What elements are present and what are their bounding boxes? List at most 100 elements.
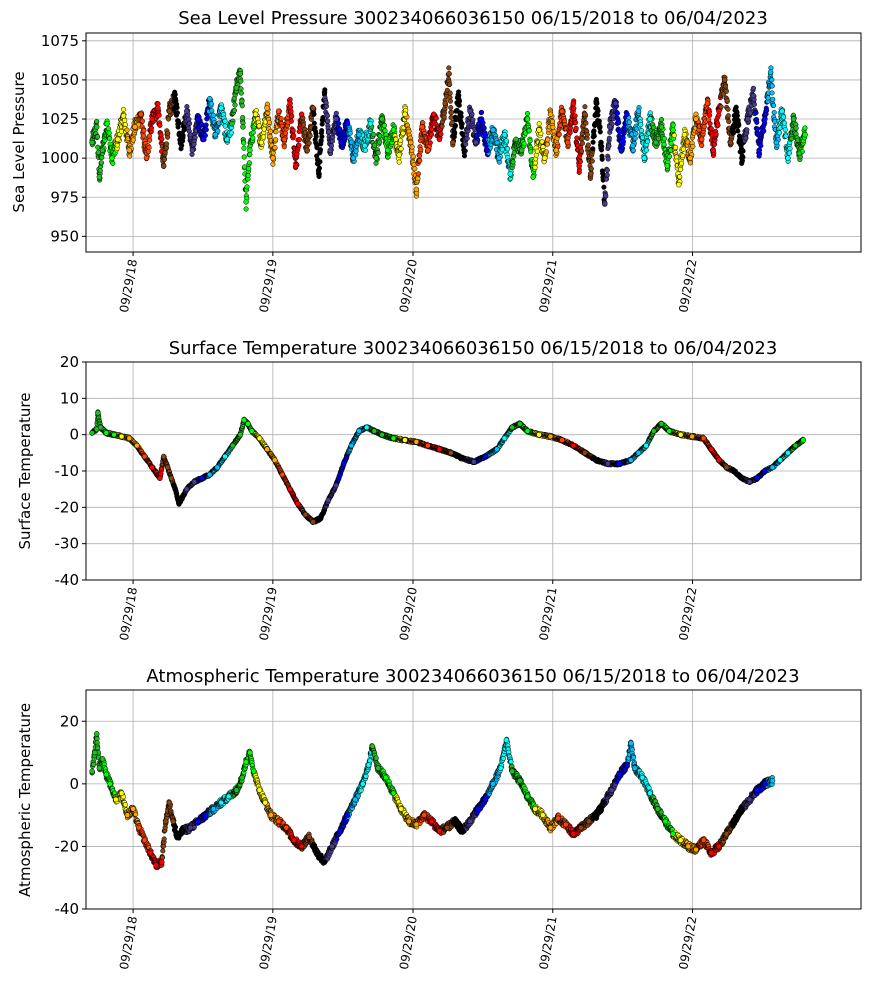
sea-level-pressure-data-point xyxy=(183,108,190,114)
sea-level-pressure-data-point xyxy=(329,138,335,144)
sea-level-pressure-data-point xyxy=(339,139,345,146)
sea-level-pressure-data-point xyxy=(769,90,775,96)
sea-level-pressure-data-point xyxy=(273,129,279,135)
sea-level-pressure-data-point xyxy=(126,147,133,154)
sea-level-pressure-data-point xyxy=(272,145,278,151)
sea-level-pressure-data-point xyxy=(428,132,435,138)
sea-level-pressure-data-point xyxy=(573,125,579,131)
sea-level-pressure-data-point xyxy=(412,166,418,172)
sea-level-pressure-data-point xyxy=(132,124,138,130)
sea-level-pressure-data-point xyxy=(545,137,551,143)
sea-level-pressure-data-point xyxy=(208,101,214,107)
sea-level-pressure-data-point xyxy=(786,150,793,156)
sea-level-pressure-data-point xyxy=(679,160,685,166)
sea-level-pressure-data-point xyxy=(206,95,213,102)
sea-level-pressure-data-point xyxy=(289,113,295,119)
sea-level-pressure-data-point xyxy=(306,140,312,146)
sea-level-pressure-data-point xyxy=(229,120,235,127)
sea-level-pressure-data-point xyxy=(651,124,657,131)
sea-level-pressure-data-point xyxy=(690,143,696,150)
sea-level-pressure-data-point xyxy=(605,156,611,162)
sea-level-pressure-data-point xyxy=(377,139,383,145)
sea-level-pressure-data-point xyxy=(715,122,721,128)
sea-level-pressure-data-point xyxy=(590,146,596,152)
sea-level-pressure-data-point xyxy=(470,117,476,123)
sea-level-pressure-data-point xyxy=(567,130,573,136)
sea-level-pressure-data-point xyxy=(172,95,178,102)
sea-level-pressure-data-point xyxy=(241,145,247,151)
sea-level-pressure-data-point xyxy=(559,108,565,114)
sea-level-pressure-data-point xyxy=(624,111,630,118)
sea-level-pressure-data-point xyxy=(244,184,250,190)
sea-level-pressure-data-point xyxy=(678,166,684,172)
sea-level-pressure-data-point xyxy=(402,111,408,118)
sea-level-pressure-data-point xyxy=(270,155,276,161)
sea-level-pressure-data-point xyxy=(744,116,751,122)
sea-level-pressure-data-point xyxy=(246,166,252,172)
sea-level-pressure-data-point xyxy=(776,130,783,136)
sea-level-pressure-data-point xyxy=(105,126,112,132)
sea-level-pressure-data-point xyxy=(396,152,402,158)
sea-level-pressure-xtick-label: 09/29/20 xyxy=(397,258,420,314)
sea-level-pressure-data-point xyxy=(165,130,171,136)
sea-level-pressure-data-point xyxy=(258,139,265,146)
sea-level-pressure-data-point xyxy=(130,137,136,143)
sea-level-pressure-data-point xyxy=(747,110,753,116)
sea-level-pressure-data-point xyxy=(591,128,597,134)
sea-level-pressure-data-point xyxy=(773,139,780,146)
sea-level-pressure-data-point xyxy=(543,149,549,155)
sea-level-pressure-data-point xyxy=(677,174,683,180)
sea-level-pressure-data-point xyxy=(524,110,531,117)
sea-level-pressure-data-point xyxy=(736,122,742,128)
sea-level-pressure-data-point xyxy=(583,120,589,126)
sea-level-pressure-data-point xyxy=(107,136,113,142)
sea-level-pressure-data-point xyxy=(319,128,325,134)
sea-level-pressure-data-point xyxy=(641,155,648,161)
sea-level-pressure-data-point xyxy=(448,110,454,116)
sea-level-pressure-data-point xyxy=(590,139,596,145)
sea-level-pressure-data-point xyxy=(120,113,127,119)
sea-level-pressure-data-point xyxy=(643,147,649,153)
sea-level-pressure-data-point xyxy=(99,154,105,161)
sea-level-pressure-data-point xyxy=(693,116,699,122)
sea-level-pressure-data-point xyxy=(532,164,538,171)
sea-level-pressure-ylabel: Sea Level Pressure xyxy=(10,71,28,212)
sea-level-pressure-data-point xyxy=(733,108,739,114)
sea-level-pressure-data-point xyxy=(203,122,209,128)
sea-level-pressure-data-point xyxy=(290,127,296,134)
sea-level-pressure-data-point xyxy=(350,155,357,161)
sea-level-pressure-data-point xyxy=(320,115,326,121)
sea-level-pressure-data-point xyxy=(658,117,665,123)
sea-level-pressure-data-point xyxy=(203,127,209,133)
sea-level-pressure-data-point xyxy=(574,135,580,141)
sea-level-pressure-data-point xyxy=(630,142,636,149)
sea-level-pressure-data-point xyxy=(606,135,612,141)
surface-temperature-ylabel: Surface Temperature xyxy=(16,393,34,550)
sea-level-pressure-data-point xyxy=(698,136,705,143)
sea-level-pressure-data-point xyxy=(155,101,161,107)
sea-level-pressure-data-point xyxy=(782,127,788,133)
sea-level-pressure-data-point xyxy=(210,112,217,118)
sea-level-pressure-data-point xyxy=(373,155,379,161)
sea-level-pressure-data-point xyxy=(316,165,323,171)
sea-level-pressure-data-point xyxy=(400,130,406,136)
sea-level-pressure-xtick-label: 09/29/22 xyxy=(676,258,699,314)
sea-level-pressure-data-point xyxy=(769,83,775,89)
sea-level-pressure-data-point xyxy=(743,135,749,141)
sea-level-pressure-data-point xyxy=(296,142,302,148)
sea-level-pressure-data-point xyxy=(653,139,659,146)
sea-level-pressure-data-point xyxy=(726,119,732,125)
sea-level-pressure-data-point xyxy=(138,111,144,118)
sea-level-pressure-data-point xyxy=(362,147,369,153)
sea-level-pressure-data-point xyxy=(712,141,718,147)
sea-level-pressure-data-point xyxy=(240,124,246,130)
sea-level-pressure-data-point xyxy=(661,141,667,148)
sea-level-pressure-data-point xyxy=(661,136,667,142)
sea-level-pressure-data-point xyxy=(143,155,150,161)
sea-level-pressure-data-point xyxy=(710,147,716,154)
sea-level-pressure-ytick-label: 1050 xyxy=(41,71,79,89)
sea-level-pressure-data-point xyxy=(756,147,762,154)
sea-level-pressure-data-point xyxy=(680,146,687,152)
sea-level-pressure-data-point xyxy=(604,167,610,173)
sea-level-pressure-data-point xyxy=(547,111,554,118)
